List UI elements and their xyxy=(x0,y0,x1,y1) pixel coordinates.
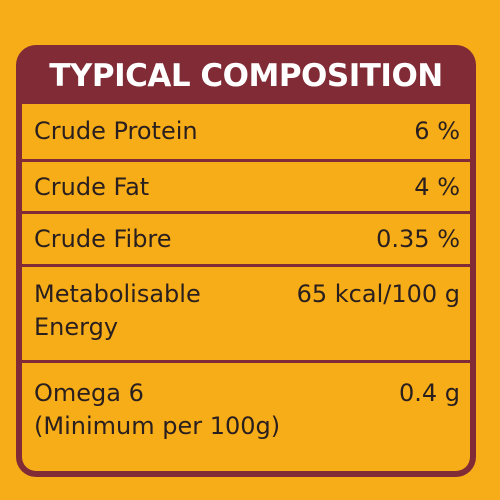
composition-row-fat: Crude Fat 4 % xyxy=(22,159,470,211)
row-label: Crude Fat xyxy=(34,173,150,201)
row-label: Omega 6 (Minimum per 100g) xyxy=(34,379,281,440)
composition-title: TYPICAL COMPOSITION xyxy=(49,58,443,94)
composition-row-fibre: Crude Fibre 0.35 % xyxy=(22,211,470,264)
row-value: 0.35 % xyxy=(376,225,460,253)
row-label: Crude Protein xyxy=(34,117,198,145)
row-value: 0.4 g xyxy=(398,379,460,407)
composition-table: Crude Protein 6 % Crude Fat 4 % Crude Fi… xyxy=(22,104,470,471)
composition-row-omega6: Omega 6 (Minimum per 100g) 0.4 g xyxy=(22,360,470,471)
row-label: Metabolisable Energy xyxy=(34,280,201,341)
composition-panel: TYPICAL COMPOSITION Crude Protein 6 % Cr… xyxy=(16,45,476,477)
row-value: 65 kcal/100 g xyxy=(296,280,460,308)
composition-row-energy: Metabolisable Energy 65 kcal/100 g xyxy=(22,264,470,360)
row-label: Crude Fibre xyxy=(34,225,172,253)
row-value: 6 % xyxy=(414,117,460,145)
row-value: 4 % xyxy=(414,173,460,201)
composition-row-protein: Crude Protein 6 % xyxy=(22,104,470,159)
